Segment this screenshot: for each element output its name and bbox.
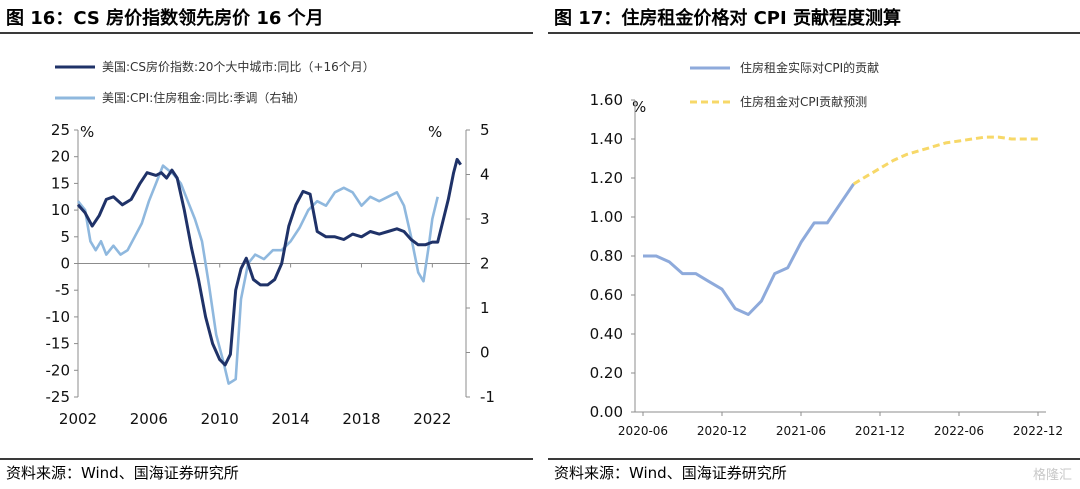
y-tick-label: 0.20: [590, 364, 623, 382]
source-note-left: 资料来源：Wind、国海证券研究所: [6, 464, 239, 482]
left-y-tick-label: -5: [55, 281, 70, 299]
x-tick-label: 2021-12: [855, 424, 905, 438]
left-y-tick-label: 15: [51, 174, 70, 192]
series-line-forecast: [852, 135, 1038, 186]
y-tick-label: 1.20: [590, 169, 623, 187]
y-tick-label: 1.00: [590, 208, 623, 226]
right-y-tick-label: 4: [480, 166, 490, 184]
watermark: 格隆汇: [1032, 468, 1072, 483]
x-tick-label: 2002: [59, 410, 97, 428]
y-tick-label: 0.40: [590, 325, 623, 343]
right-y-tick-label: 3: [480, 210, 490, 228]
right-axis-unit: %: [428, 123, 442, 141]
left-chart-panel: 图 16：CS 房价指数领先房价 16 个月 美国:CS房价指数:20个大中城市…: [0, 0, 533, 489]
x-tick-label: 2022-06: [934, 424, 984, 438]
right-y-tick-label: 2: [480, 255, 490, 273]
x-tick-label: 2014: [272, 410, 310, 428]
left-y-tick-label: 0: [60, 255, 70, 273]
left-axis-unit: %: [80, 123, 94, 141]
y-tick-label: 0.80: [590, 247, 623, 265]
title-rule-right: [548, 32, 1080, 34]
left-y-tick-label: -15: [46, 335, 71, 353]
series-line-actual: [643, 183, 855, 316]
left-y-tick-label: -25: [46, 388, 71, 406]
left-y-tick-label: 20: [51, 148, 70, 166]
x-tick-label: 2022-12: [1013, 424, 1063, 438]
x-tick-label: 2006: [130, 410, 168, 428]
right-y-tick-label: -1: [480, 388, 495, 406]
source-note-right: 资料来源：Wind、国海证券研究所: [554, 464, 787, 482]
left-y-tick-label: 10: [51, 201, 70, 219]
x-tick-label: 2022: [413, 410, 451, 428]
source-rule-right: [548, 458, 1080, 460]
y-tick-label: 1.60: [590, 91, 623, 109]
x-tick-label: 2010: [201, 410, 239, 428]
y-axis-unit-right: %: [632, 98, 646, 116]
x-tick-label: 2021-06: [776, 424, 826, 438]
left-y-tick-label: -10: [46, 308, 71, 326]
legend-label-rent-cpi: 美国:CPI:住房租金:同比:季调（右轴）: [102, 90, 305, 105]
x-tick-label: 2018: [342, 410, 380, 428]
source-rule-left: [0, 458, 533, 460]
chart-title-left: 图 16：CS 房价指数领先房价 16 个月: [6, 8, 324, 29]
housing-price-chart: 美国:CS房价指数:20个大中城市:同比（+16个月） 美国:CPI:住房租金:…: [46, 59, 495, 428]
left-y-tick-label: -20: [46, 361, 71, 379]
legend-label-actual: 住房租金实际对CPI的贡献: [740, 60, 879, 75]
x-tick-label: 2020-06: [618, 424, 668, 438]
y-tick-label: 0.00: [590, 403, 623, 421]
series-line-rent-cpi: [76, 164, 439, 385]
x-tick-label: 2020-12: [697, 424, 747, 438]
legend-label-cs-index: 美国:CS房价指数:20个大中城市:同比（+16个月）: [102, 59, 375, 74]
right-y-tick-label: 5: [480, 121, 490, 139]
series-line-cs-index: [76, 157, 462, 367]
title-rule-left: [0, 32, 533, 34]
left-y-tick-label: 5: [60, 228, 70, 246]
chart-title-right: 图 17：住房租金价格对 CPI 贡献程度测算: [554, 8, 901, 29]
left-y-tick-label: 25: [51, 121, 70, 139]
legend-label-forecast: 住房租金对CPI贡献预测: [740, 94, 867, 109]
right-y-tick-label: 0: [480, 344, 490, 362]
y-tick-label: 1.40: [590, 130, 623, 148]
right-y-tick-label: 1: [480, 299, 490, 317]
right-chart-panel: 图 17：住房租金价格对 CPI 贡献程度测算 住房租金实际对CPI的贡献 住房…: [548, 0, 1080, 489]
y-tick-label: 0.60: [590, 286, 623, 304]
rent-contribution-chart: 住房租金实际对CPI的贡献 住房租金对CPI贡献预测 % 1.60 1.40 1.2…: [590, 60, 1063, 438]
